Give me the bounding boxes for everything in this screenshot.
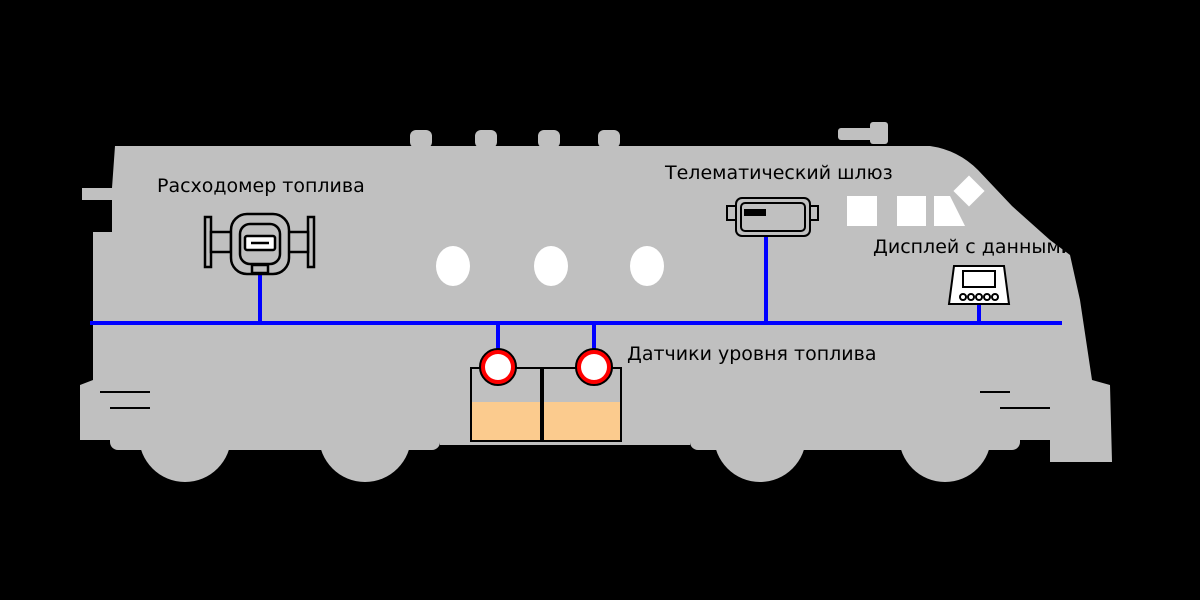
porthole xyxy=(534,246,568,286)
horn xyxy=(870,122,888,144)
porthole xyxy=(630,246,664,286)
cab-windows xyxy=(847,175,985,226)
fuel-level-sensors-label: Датчики уровня топлива xyxy=(627,343,877,365)
display-label: Дисплей с данными xyxy=(873,236,1074,258)
roof-bump xyxy=(475,130,497,148)
fuel-level-right xyxy=(544,402,620,440)
telematic-gateway-icon xyxy=(726,197,819,237)
wheel xyxy=(899,390,991,482)
portholes xyxy=(436,246,664,286)
flowmeter-label: Расходомер топлива xyxy=(157,175,365,197)
wheel xyxy=(139,390,231,482)
wheel xyxy=(714,390,806,482)
cab-window xyxy=(897,196,926,226)
porthole xyxy=(436,246,470,286)
telematic-gateway-label: Телематический шлюз xyxy=(665,162,893,184)
flowmeter-icon xyxy=(203,212,316,276)
cab-window xyxy=(847,196,877,226)
fuel-level-left xyxy=(472,402,540,440)
underframe-details xyxy=(100,391,1050,409)
display-device-icon xyxy=(947,265,1011,305)
data-bus xyxy=(90,236,1062,350)
roof-bump xyxy=(598,130,620,148)
roof-bump xyxy=(410,130,432,148)
wheel xyxy=(319,390,411,482)
roof-bump xyxy=(538,130,560,148)
horn xyxy=(838,128,878,140)
cab-window xyxy=(934,196,965,226)
fuel-tanks xyxy=(470,367,622,442)
fuel-level-sensors xyxy=(479,348,613,386)
